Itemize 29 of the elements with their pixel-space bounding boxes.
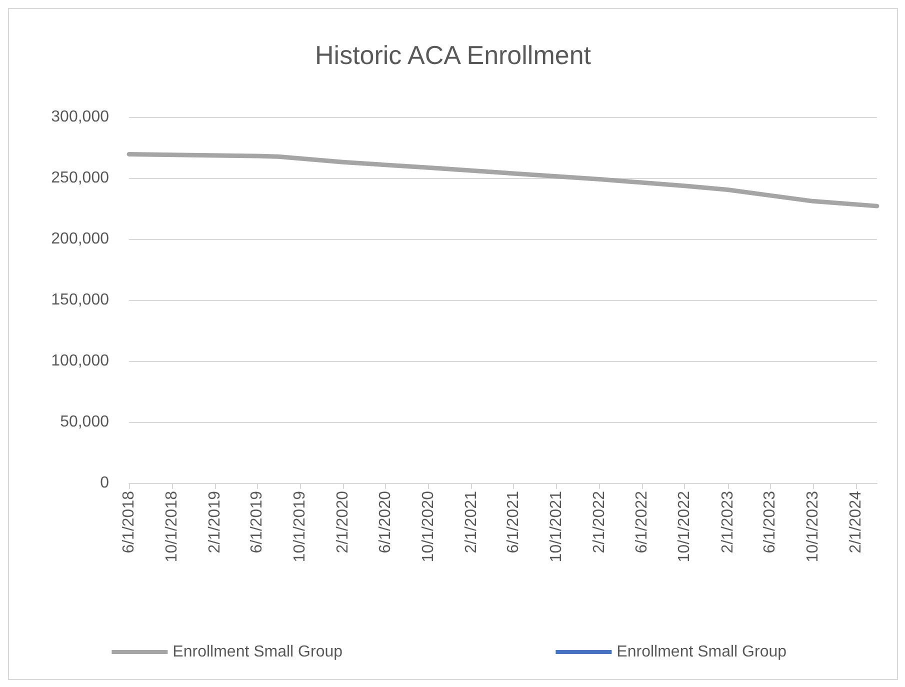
x-tick-label: 2/1/2024: [847, 490, 864, 554]
x-tick-label: 6/1/2019: [248, 490, 266, 554]
chart-title: Historic ACA Enrollment: [315, 40, 592, 70]
x-tick-label: 6/1/2022: [633, 490, 650, 554]
x-tick-label: 10/1/2021: [548, 490, 566, 562]
x-tick-label: 6/1/2020: [377, 490, 394, 554]
x-tick-label: 10/1/2018: [163, 490, 180, 562]
line-series: [126, 152, 880, 208]
y-tick-label: 200,000: [51, 230, 110, 248]
x-tick-label: 2/1/2020: [334, 490, 352, 554]
x-tick-label: 10/1/2020: [420, 490, 437, 562]
y-tick-label: 50,000: [60, 414, 110, 430]
y-tick-label: 300,000: [51, 108, 110, 126]
x-tick-label: 2/1/2022: [591, 490, 608, 554]
legend-label: Enrollment Small Group: [616, 644, 787, 660]
x-tick-label: 2/1/2019: [206, 490, 224, 554]
y-tick-label: 100,000: [51, 352, 110, 370]
legend-label: Enrollment Small Group: [172, 644, 343, 660]
x-tick-label: 10/1/2019: [291, 490, 308, 562]
x-tick-label: 6/1/2023: [761, 490, 778, 554]
x-tick-label: 6/1/2018: [120, 490, 138, 554]
y-tick-label: 0: [100, 474, 110, 492]
y-tick-label: 250,000: [51, 170, 110, 186]
y-tick-label: 150,000: [51, 292, 110, 308]
x-tick-label: 6/1/2021: [505, 490, 522, 554]
x-tick-label: 10/1/2022: [676, 490, 694, 562]
x-tick-label: 2/1/2023: [719, 490, 736, 554]
x-tick-label: 2/1/2021: [463, 490, 480, 554]
x-tick-label: 10/1/2023: [804, 490, 822, 562]
